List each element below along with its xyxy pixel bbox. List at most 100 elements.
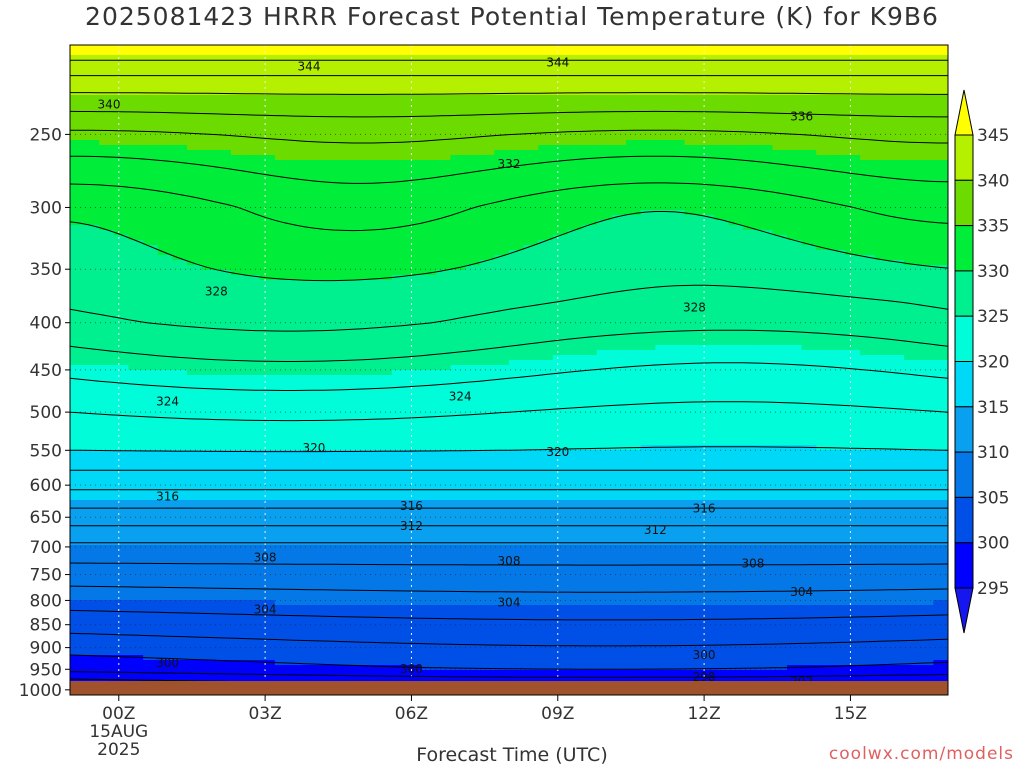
band-cell <box>113 545 130 601</box>
band-cell <box>421 160 437 276</box>
band-cell <box>830 500 847 546</box>
band-cell <box>128 145 144 241</box>
y-tick-label: 1000 <box>19 681 62 701</box>
band-cell <box>421 605 437 671</box>
band-cell <box>596 450 613 501</box>
band-cell <box>245 500 261 546</box>
band-cell <box>596 500 613 546</box>
band-cell <box>84 600 100 656</box>
band-cell <box>640 500 656 546</box>
band-cell <box>260 545 276 601</box>
contour-line <box>70 446 948 453</box>
band-cell <box>245 545 261 601</box>
band-cell <box>830 665 847 686</box>
band-cell <box>611 350 627 451</box>
band-cell <box>450 95 466 156</box>
y-tick-label: 950 <box>30 660 62 680</box>
band-cell <box>362 605 378 666</box>
band-cell <box>552 95 569 146</box>
band-cell <box>318 450 334 501</box>
band-cell <box>713 145 730 221</box>
band-cell <box>523 95 539 151</box>
band-cell <box>465 365 481 451</box>
band-cell <box>669 210 686 346</box>
band-cell <box>552 545 569 606</box>
band-cell <box>830 155 847 251</box>
y-tick-label: 550 <box>30 441 62 461</box>
band-cell <box>596 95 613 146</box>
band-cell <box>333 605 349 666</box>
band-cell <box>816 155 832 251</box>
band-cell <box>245 275 261 376</box>
band-cell <box>830 450 847 501</box>
band-cell <box>143 45 159 56</box>
colorbar-bottom-arrow <box>954 587 974 634</box>
band-cell <box>84 225 100 366</box>
band-cell <box>801 150 817 246</box>
band-cell <box>801 95 817 151</box>
band-cell <box>713 95 730 146</box>
band-cell <box>494 365 510 451</box>
contour-label: 304 <box>498 595 521 609</box>
band-cell <box>684 445 700 501</box>
band-cell <box>465 605 481 671</box>
contour-label: 336 <box>790 109 813 123</box>
band-cell <box>889 450 905 501</box>
band-cell <box>874 605 891 666</box>
band-cell <box>684 500 700 546</box>
band-cell <box>699 145 715 216</box>
band-cell <box>391 160 408 276</box>
band-cell <box>377 280 393 376</box>
band-cell <box>187 450 203 501</box>
colorbar-top-arrow <box>954 89 974 136</box>
band-cell <box>728 45 744 56</box>
band-cell <box>743 145 759 231</box>
band-cell <box>611 145 627 216</box>
band-cell <box>362 45 378 56</box>
band-cell <box>669 605 686 671</box>
band-cell <box>70 365 86 451</box>
contour-label: 312 <box>400 519 423 533</box>
band-cell <box>801 500 817 546</box>
band-cell <box>421 545 437 606</box>
band-cell <box>479 45 495 56</box>
band-cell <box>816 250 832 351</box>
band-cell <box>274 450 291 501</box>
band-cell <box>406 450 422 501</box>
band-cell <box>479 365 495 451</box>
contour-line <box>70 92 948 95</box>
band-cell <box>918 360 934 451</box>
y-tick-label: 500 <box>30 403 62 423</box>
band-cell <box>845 255 861 351</box>
band-cell <box>933 660 948 686</box>
band-cell <box>904 500 920 546</box>
band-cell <box>128 655 144 686</box>
band-cell <box>728 95 744 146</box>
band-cell <box>860 605 876 666</box>
band-cell <box>860 450 876 501</box>
band-cell <box>684 45 700 56</box>
band-cell <box>479 95 495 156</box>
band-cell <box>362 95 378 161</box>
band-cell <box>816 500 832 546</box>
band-cell <box>201 150 217 271</box>
band-cell <box>230 155 247 276</box>
band-cell <box>70 95 86 141</box>
band-cell <box>772 45 788 56</box>
band-cell <box>757 230 773 346</box>
band-cell <box>596 220 613 351</box>
band-cell <box>874 95 891 161</box>
band-cell <box>757 545 773 606</box>
band-cell <box>596 45 613 56</box>
band-cell <box>538 500 554 546</box>
contour-label: 298 <box>693 670 716 684</box>
band-cell <box>582 450 598 501</box>
band-cell <box>933 545 948 601</box>
band-cell <box>904 265 920 361</box>
band-cell <box>713 545 730 606</box>
band-cell <box>640 45 656 56</box>
band-cell <box>113 45 130 56</box>
band-cell <box>289 280 305 376</box>
band-cell <box>787 345 803 446</box>
y-tick-label: 650 <box>30 508 62 528</box>
